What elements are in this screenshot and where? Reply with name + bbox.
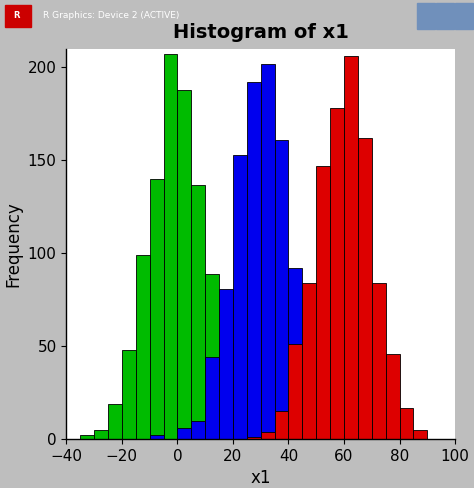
Bar [122, 350, 136, 439]
Bar [302, 283, 316, 439]
Y-axis label: Frequency: Frequency [4, 201, 22, 287]
Bar [289, 345, 302, 439]
Bar [80, 435, 94, 439]
Bar [177, 90, 191, 439]
Bar [372, 283, 386, 439]
Bar [413, 430, 427, 439]
Bar [150, 179, 164, 439]
Bar [261, 63, 274, 439]
Title: Histogram of x1: Histogram of x1 [173, 22, 349, 41]
Bar [302, 361, 316, 439]
Bar [316, 166, 330, 439]
Bar [5, 5, 31, 27]
Bar [330, 108, 344, 439]
Bar [417, 3, 435, 28]
Bar [94, 430, 108, 439]
Bar [274, 411, 289, 439]
Bar [358, 138, 372, 439]
Bar [316, 415, 330, 439]
Bar [233, 155, 247, 439]
Bar [247, 437, 261, 439]
Bar [164, 54, 177, 439]
Bar [233, 423, 247, 439]
Text: R Graphics: Device 2 (ACTIVE): R Graphics: Device 2 (ACTIVE) [43, 11, 179, 20]
Bar [247, 432, 261, 439]
Bar [191, 184, 205, 439]
Bar [274, 140, 289, 439]
Bar [400, 407, 413, 439]
Bar [386, 354, 400, 439]
Bar [344, 56, 358, 439]
Bar [219, 288, 233, 439]
Bar [261, 432, 274, 439]
Bar [108, 404, 122, 439]
Bar [219, 343, 233, 439]
Bar [136, 255, 150, 439]
Bar [191, 421, 205, 439]
Bar [177, 428, 191, 439]
Bar [247, 82, 261, 439]
Bar [150, 435, 164, 439]
Bar [330, 435, 344, 439]
X-axis label: x1: x1 [250, 469, 271, 488]
Bar [289, 268, 302, 439]
Text: R: R [13, 11, 20, 20]
Bar [455, 3, 473, 28]
Bar [205, 357, 219, 439]
Bar [205, 274, 219, 439]
Bar [274, 437, 289, 439]
Bar [436, 3, 454, 28]
